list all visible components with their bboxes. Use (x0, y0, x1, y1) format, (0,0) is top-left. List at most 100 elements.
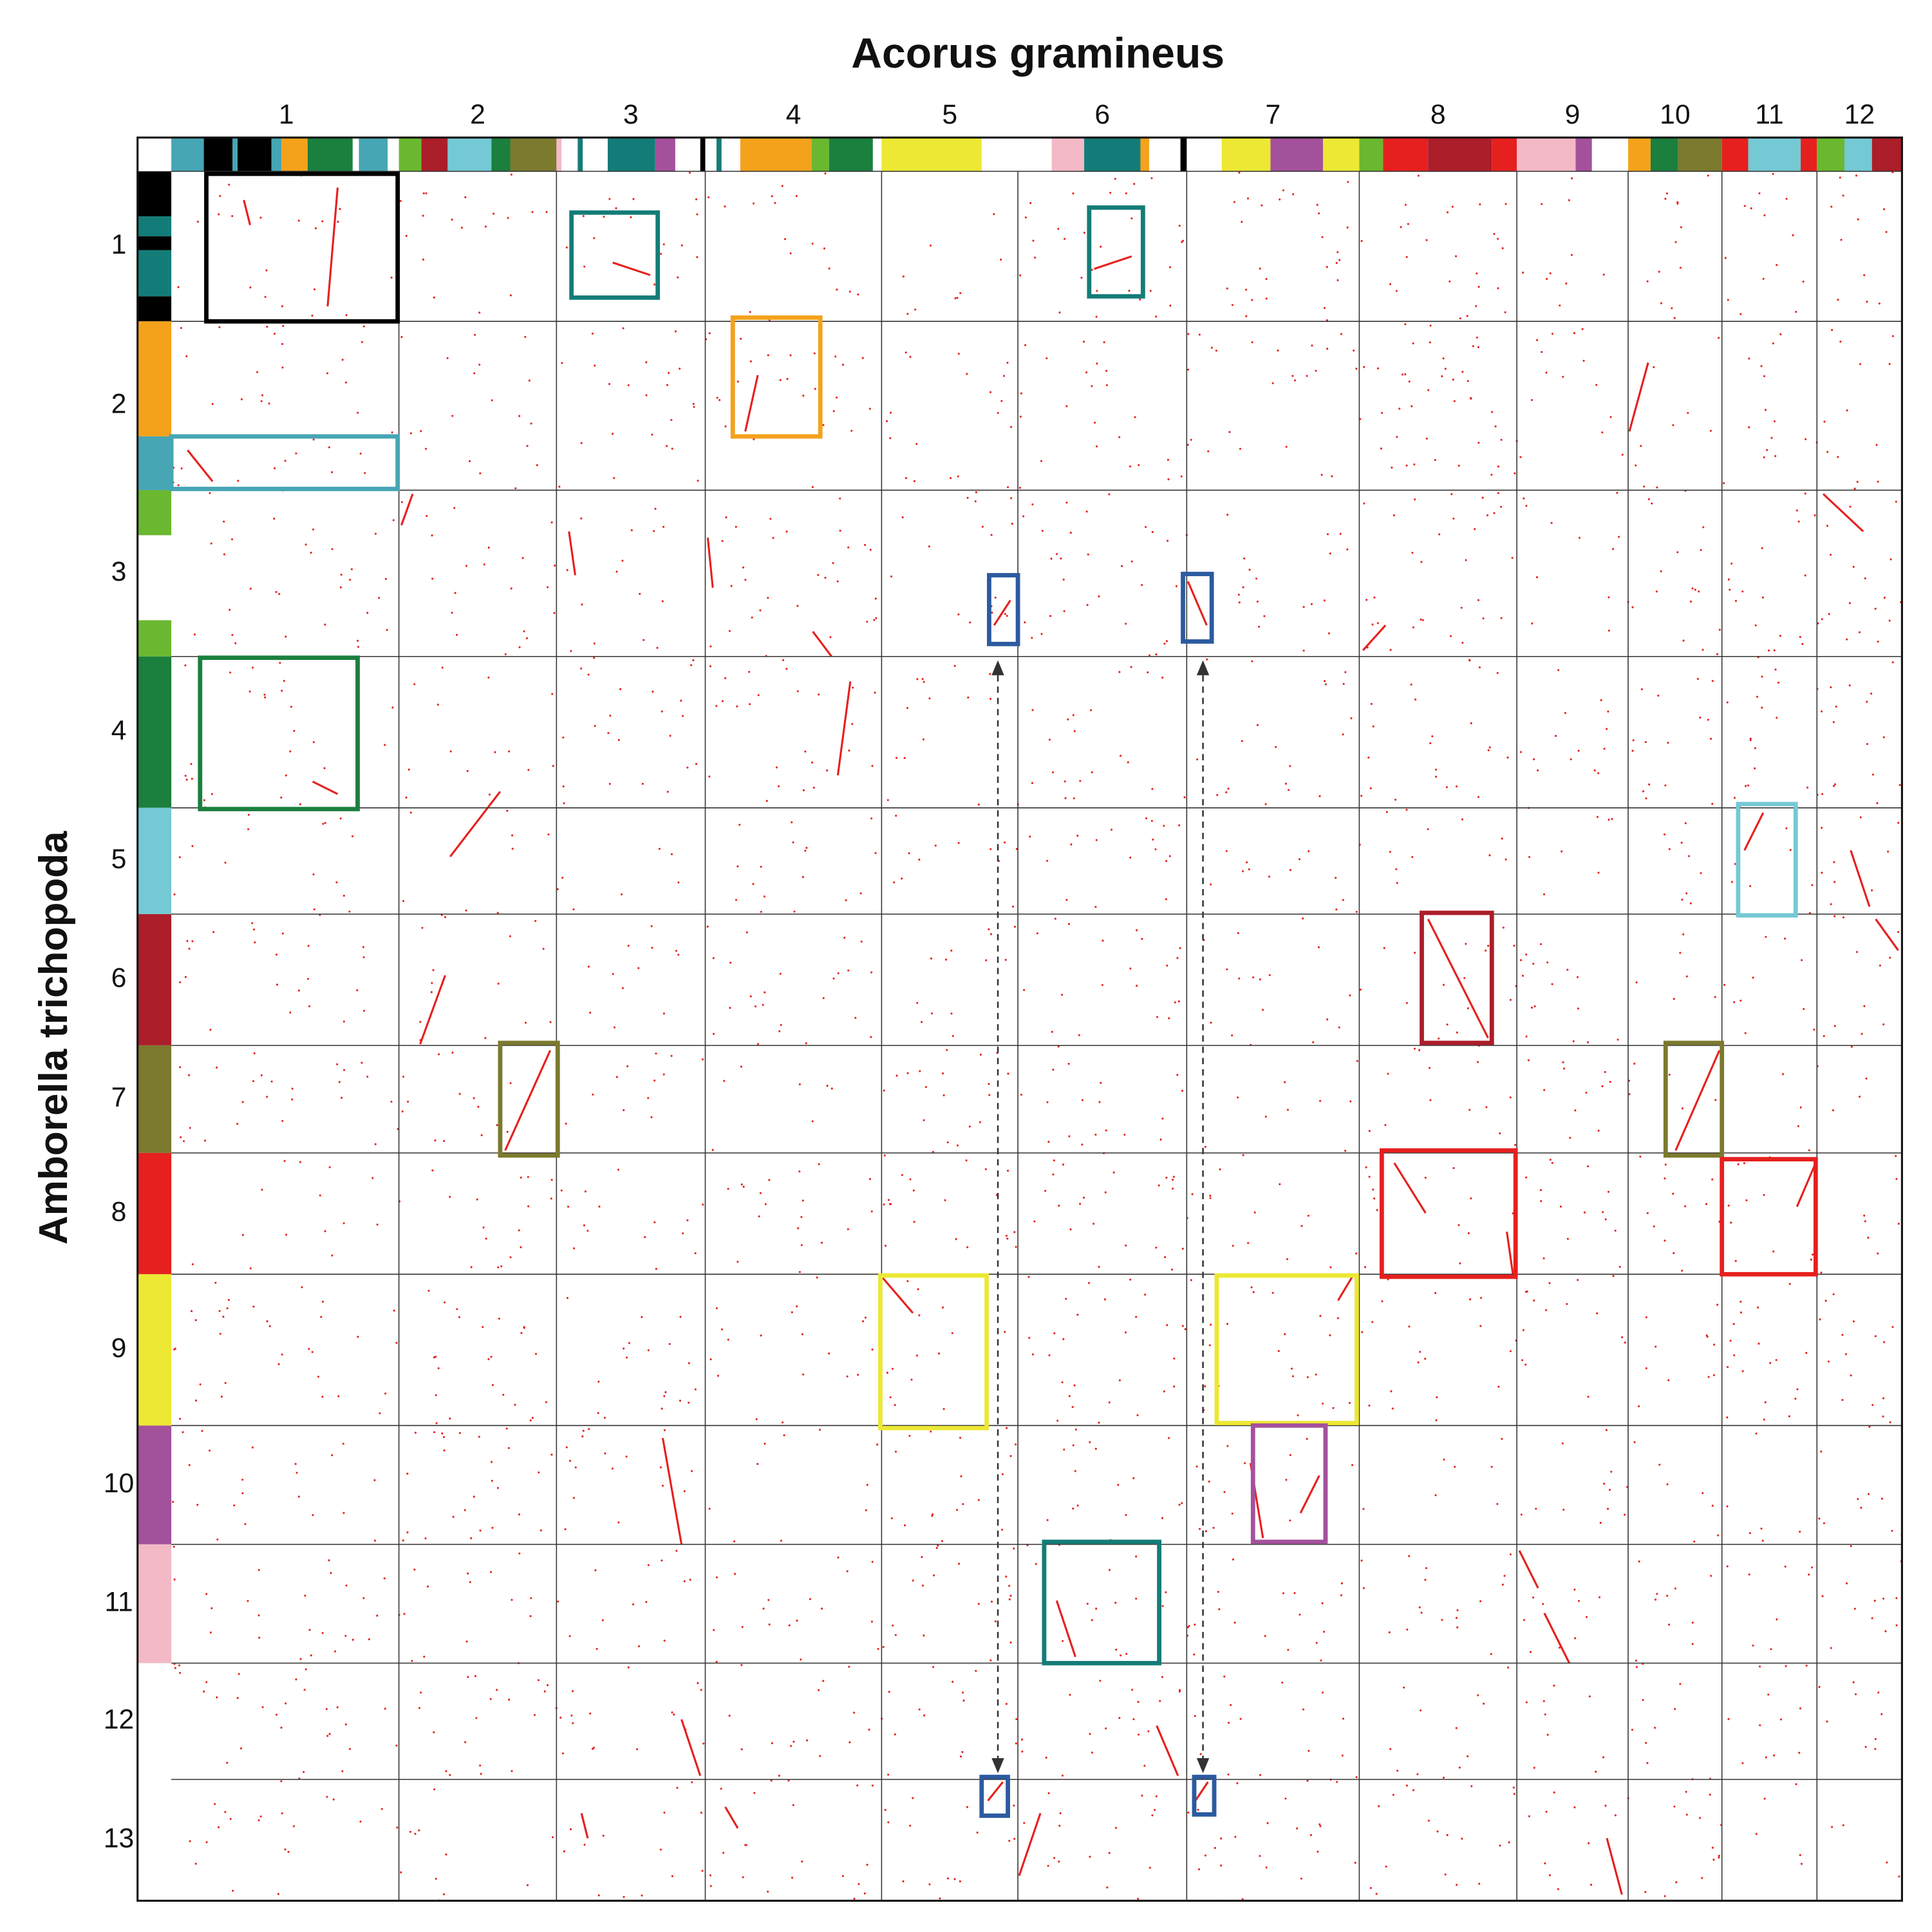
background-dot (194, 1319, 197, 1322)
background-dot (975, 491, 977, 494)
background-dot (224, 1382, 227, 1384)
background-dot (374, 532, 377, 535)
background-dot (1268, 876, 1271, 878)
background-dot (1656, 1593, 1658, 1595)
background-dot (1008, 1584, 1011, 1587)
background-dot (1302, 606, 1305, 608)
background-dot (518, 1513, 521, 1515)
background-dot (1527, 1059, 1530, 1062)
background-dot (1009, 1641, 1012, 1644)
background-dot (1389, 850, 1391, 853)
background-dot (285, 1233, 288, 1236)
background-dot (735, 525, 737, 528)
background-dot (1255, 577, 1258, 580)
background-dot (1298, 858, 1301, 861)
background-dot (374, 1143, 377, 1145)
background-dot (749, 703, 751, 706)
background-dot (184, 664, 187, 667)
background-dot (1252, 1291, 1255, 1293)
background-dot (188, 1464, 191, 1467)
background-dot (1407, 223, 1409, 225)
background-dot (889, 437, 892, 440)
background-dot (1772, 342, 1774, 344)
background-dot (1168, 855, 1171, 858)
background-dot (345, 1584, 348, 1587)
background-dot (1758, 1665, 1761, 1668)
background-dot (368, 1638, 370, 1640)
background-dot (1858, 1095, 1861, 1098)
background-dot (238, 1673, 240, 1675)
background-dot (733, 1540, 736, 1543)
background-dot (708, 775, 711, 778)
background-dot (1170, 1268, 1173, 1271)
background-dot (1405, 256, 1408, 258)
background-dot (1710, 738, 1712, 740)
synteny-line (882, 1277, 914, 1314)
background-dot (1769, 1362, 1772, 1364)
background-dot (263, 693, 266, 696)
background-dot (945, 959, 948, 961)
background-dot (854, 1017, 857, 1019)
background-dot (285, 635, 287, 638)
background-dot (1760, 365, 1763, 368)
background-dot (641, 782, 644, 785)
background-dot (1055, 553, 1058, 556)
background-dot (1532, 962, 1535, 965)
background-dot (1577, 1007, 1580, 1010)
background-dot (1051, 1031, 1053, 1033)
background-dot (1485, 950, 1487, 952)
background-dot (740, 337, 742, 340)
background-dot (311, 314, 314, 317)
background-dot (1141, 937, 1143, 940)
background-dot (921, 1555, 923, 1559)
background-dot (811, 486, 814, 489)
background-dot (1614, 1814, 1617, 1817)
background-dot (1763, 1418, 1765, 1421)
background-dot (443, 1449, 445, 1452)
background-dot (312, 741, 315, 744)
background-dot (1129, 465, 1132, 468)
background-dot (1188, 1624, 1190, 1627)
background-dot (277, 1893, 279, 1895)
background-dot (1050, 558, 1053, 560)
background-dot (861, 357, 864, 359)
background-dot (1129, 856, 1132, 859)
background-dot (1837, 299, 1839, 301)
background-dot (1566, 1237, 1569, 1240)
background-dot (1390, 1390, 1393, 1393)
background-dot (1315, 1642, 1318, 1644)
background-dot (1277, 1350, 1280, 1353)
background-dot (997, 411, 999, 414)
background-dot (1676, 551, 1679, 554)
background-dot (767, 597, 769, 599)
background-dot (1864, 577, 1866, 579)
background-dot (1698, 590, 1700, 593)
background-dot (1680, 226, 1682, 229)
background-dot (1105, 370, 1108, 372)
background-dot (1541, 351, 1543, 353)
background-dot (677, 276, 679, 279)
background-dot (887, 1821, 890, 1824)
background-dot (1068, 1135, 1071, 1138)
background-dot (1434, 458, 1436, 461)
background-dot (955, 1238, 957, 1241)
background-dot (1848, 684, 1851, 687)
background-dot (1376, 367, 1380, 370)
background-dot (1238, 171, 1241, 174)
background-dot (1006, 361, 1009, 364)
background-dot (1288, 789, 1290, 791)
background-dot (1302, 917, 1304, 920)
background-dot (251, 1446, 254, 1449)
background-dot (473, 1097, 475, 1100)
background-dot (768, 1179, 771, 1181)
background-dot (441, 666, 444, 669)
highlight-box (878, 1273, 989, 1430)
background-dot (1065, 899, 1068, 901)
background-dot (542, 948, 545, 950)
background-dot (939, 1897, 941, 1900)
background-dot (1668, 1073, 1671, 1076)
background-dot (592, 1747, 595, 1749)
background-dot (1258, 625, 1261, 628)
synteny-line (812, 630, 832, 657)
background-dot (434, 1139, 436, 1142)
